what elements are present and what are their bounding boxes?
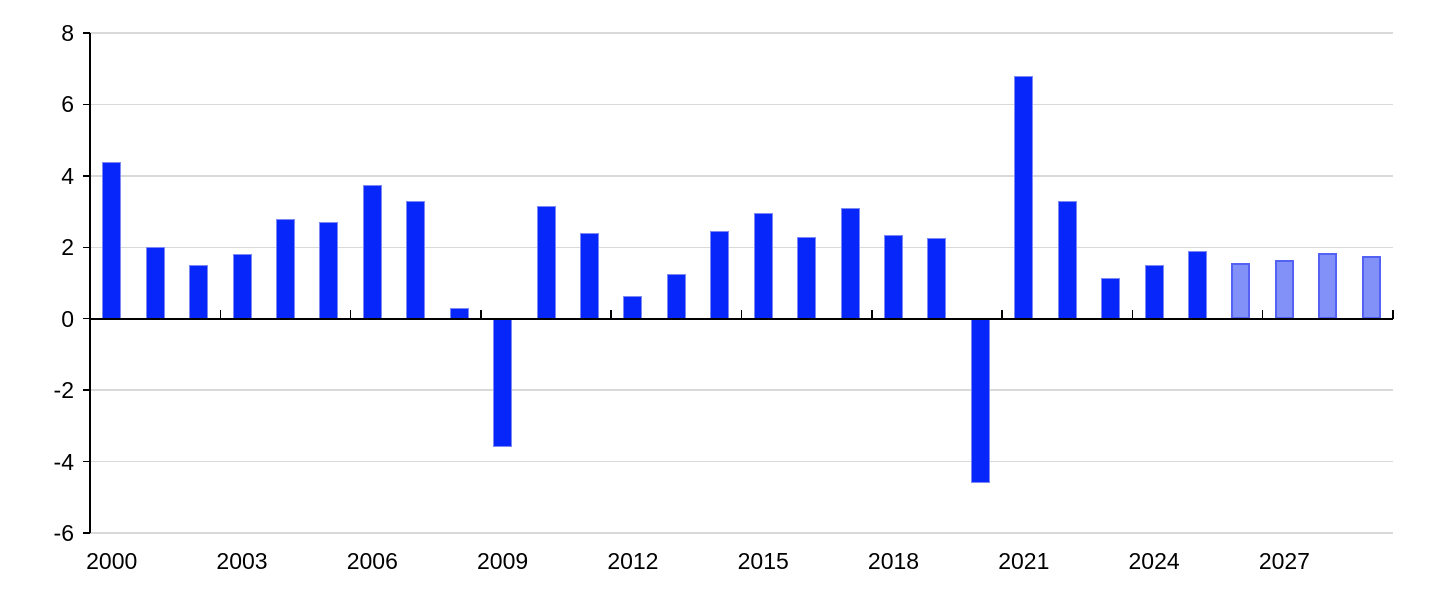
x-axis-tick (1261, 309, 1264, 319)
x-axis-label-2021: 2021 (998, 548, 1050, 574)
y-axis-tick-0 (83, 317, 90, 320)
bar-2003 (232, 254, 252, 319)
y-axis-label--2: -2 (53, 377, 74, 404)
y-axis-label-4: 4 (61, 162, 74, 189)
x-axis-label-2024: 2024 (1128, 548, 1180, 574)
bar-2026 (1231, 263, 1251, 319)
bar-2011 (579, 233, 599, 319)
bar-2006 (362, 184, 382, 319)
bar-2024 (1144, 265, 1164, 319)
y-axis-tick--2 (83, 389, 90, 391)
x-axis-tick (871, 309, 873, 319)
y-axis-tick-4 (83, 175, 90, 177)
bar-2025 (1188, 250, 1208, 319)
y-axis-label-2: 2 (61, 234, 74, 261)
x-axis-tick (1001, 309, 1003, 319)
bar-2004 (275, 218, 295, 319)
y-axis-tick-6 (83, 103, 90, 106)
bar-2012 (623, 295, 643, 319)
bar-2018 (884, 234, 904, 319)
x-axis-label-2027: 2027 (1258, 548, 1310, 574)
bar-2017 (840, 208, 860, 319)
bar-2002 (189, 265, 209, 319)
x-axis-line (90, 317, 1393, 320)
x-axis-tick (1131, 309, 1134, 319)
bar-2029 (1361, 256, 1381, 319)
bar-2007 (406, 200, 426, 319)
gridline-4 (90, 175, 1393, 177)
x-axis-label-2018: 2018 (867, 548, 920, 574)
y-axis-label-8: 8 (61, 20, 74, 46)
bar-2000 (102, 161, 122, 319)
bar-2022 (1057, 200, 1077, 319)
x-axis-label-2003: 2003 (216, 548, 268, 574)
y-axis-label--6: -6 (53, 520, 74, 546)
y-axis-tick--6 (83, 532, 90, 534)
bar-2028 (1318, 252, 1338, 319)
gridline-8 (90, 32, 1393, 34)
bar-2021 (1014, 75, 1034, 319)
x-axis-label-2015: 2015 (737, 548, 789, 574)
bar-2023 (1101, 277, 1121, 319)
bar-2010 (536, 206, 556, 319)
x-axis-tick (219, 309, 222, 319)
bar-2005 (319, 222, 339, 319)
x-axis-label-2000: 2000 (86, 548, 138, 574)
bar-2014 (710, 231, 730, 319)
bar-2027 (1274, 259, 1294, 319)
x-axis-tick (349, 309, 352, 319)
gridline--4 (90, 460, 1393, 463)
y-axis-label-6: 6 (61, 91, 74, 118)
gridline-6 (90, 103, 1393, 106)
x-axis-tick (610, 309, 612, 319)
x-axis-tick (740, 309, 743, 319)
y-axis-label-0: 0 (61, 305, 74, 332)
y-axis-line (89, 33, 91, 533)
x-axis-label-2012: 2012 (607, 548, 659, 574)
x-axis-tick (480, 309, 482, 319)
gridline--2 (90, 389, 1393, 391)
x-axis-label-2006: 2006 (346, 548, 398, 574)
gridline--6 (90, 532, 1393, 534)
gridline-2 (90, 246, 1393, 249)
x-axis-tick (1392, 309, 1394, 319)
bar-2019 (927, 238, 947, 319)
bar-2009 (493, 318, 513, 448)
y-axis-tick-2 (83, 246, 90, 249)
x-axis-label-2009: 2009 (477, 548, 529, 574)
bar-2001 (145, 247, 165, 319)
bar-2013 (666, 274, 686, 319)
y-axis-tick-8 (83, 32, 90, 34)
bar-2016 (797, 236, 817, 319)
bar-2015 (753, 213, 773, 319)
y-axis-tick--4 (83, 460, 90, 463)
y-axis-label--4: -4 (53, 448, 74, 475)
bar-2020 (970, 318, 990, 483)
